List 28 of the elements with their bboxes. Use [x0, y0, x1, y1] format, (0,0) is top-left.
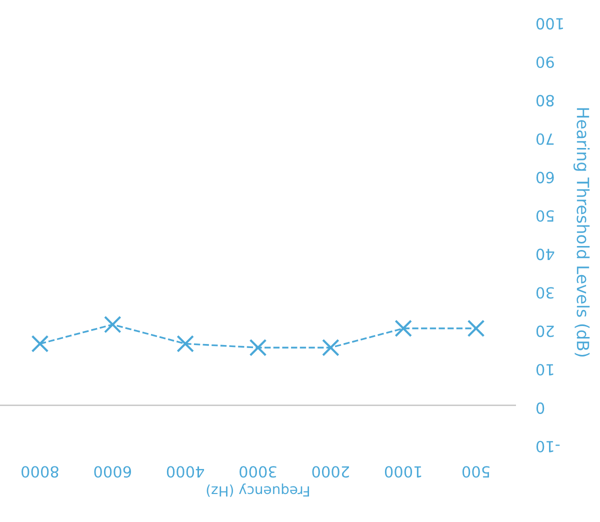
x-tick-label: 1000 — [384, 466, 422, 478]
point — [394, 320, 412, 338]
x-tick-label: 6000 — [94, 466, 132, 478]
point — [176, 335, 194, 352]
x-tick-label: 3000 — [240, 466, 276, 478]
x-tick-label: 500 — [462, 466, 490, 478]
x-tick-label: 2000 — [312, 466, 349, 478]
y-tick-label: 100 — [536, 18, 563, 30]
point — [104, 316, 122, 334]
point — [249, 338, 267, 356]
y-tick-label: 80 — [536, 94, 554, 106]
y-tick-label: 70 — [536, 133, 554, 145]
y-tick-label: 40 — [536, 248, 554, 260]
x-tick-label: 8000 — [22, 466, 58, 478]
x-axis-title: Frequency (Hz) — [206, 483, 310, 497]
y-tick-label: 0 — [536, 402, 544, 414]
point — [322, 338, 340, 356]
x-tick-label: 4000 — [166, 466, 204, 478]
y-tick-label: 20 — [536, 326, 554, 338]
point — [467, 320, 485, 338]
y-tick-label: -10 — [536, 440, 560, 452]
y-tick-label: 50 — [536, 210, 554, 222]
y-tick-label: 10 — [536, 364, 554, 376]
y-tick-label: 30 — [536, 287, 554, 299]
y-axis-title: Hearing Threshold Levels (dB) — [573, 108, 590, 357]
point — [31, 335, 49, 352]
y-tick-label: 90 — [536, 56, 554, 68]
y-tick-label: 60 — [536, 172, 554, 184]
